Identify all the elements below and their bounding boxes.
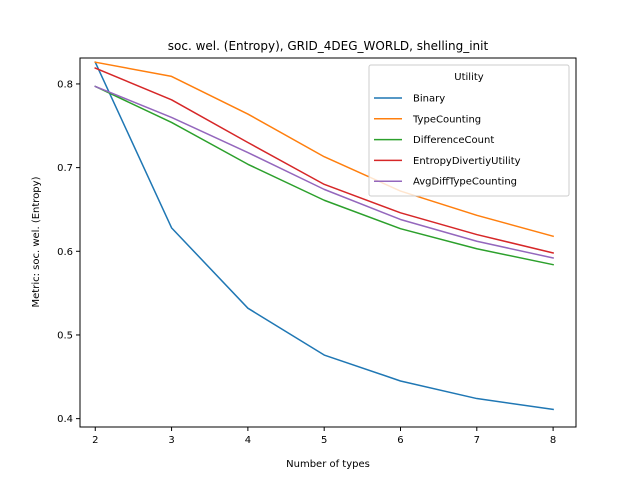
x-tick-label: 2: [92, 435, 98, 446]
plot-lines: [94, 61, 555, 411]
y-axis-ticks: 0.4 0.5 0.6 0.7 0.8: [57, 79, 80, 425]
y-tick-label: 0.4: [57, 414, 73, 425]
chart-title: soc. wel. (Entropy), GRID_4DEG_WORLD, sh…: [168, 39, 489, 53]
x-tick-label: 6: [397, 435, 403, 446]
legend-entries: Binary TypeCounting DifferenceCount Entropy…: [374, 94, 521, 188]
legend-label: DifferenceCount: [413, 135, 494, 146]
x-tick-label: 8: [550, 435, 556, 446]
x-axis-label: Number of types: [286, 459, 370, 470]
y-tick-label: 0.6: [57, 247, 73, 258]
series-line-0: [94, 61, 554, 411]
x-tick-label: 7: [474, 435, 480, 446]
legend-label: TypeCounting: [412, 114, 481, 125]
x-tick-label: 3: [168, 435, 174, 446]
legend-label: AvgDiffTypeCounting: [413, 177, 517, 188]
y-axis-label: Metric: soc. wel. (Entropy): [31, 176, 42, 307]
axes-frame: [79, 57, 577, 428]
legend-box: [368, 64, 570, 197]
series-line-4: [94, 85, 555, 259]
x-axis-ticks: 2 3 4 5 6 7 8: [92, 427, 556, 446]
legend-label: EntropyDivertiyUtility: [413, 156, 521, 167]
x-tick-label: 5: [321, 435, 327, 446]
series-line-2: [94, 85, 554, 266]
series-line-3: [94, 67, 555, 254]
legend-title: Utility: [454, 72, 483, 83]
x-tick-label: 4: [245, 435, 251, 446]
y-tick-label: 0.5: [57, 330, 73, 341]
legend-label: Binary: [413, 94, 445, 105]
y-tick-label: 0.8: [57, 79, 73, 90]
legend: Utility Binary TypeCounting DifferenceCoun…: [368, 64, 570, 197]
series-line-1: [94, 61, 555, 238]
y-tick-label: 0.7: [57, 163, 73, 174]
